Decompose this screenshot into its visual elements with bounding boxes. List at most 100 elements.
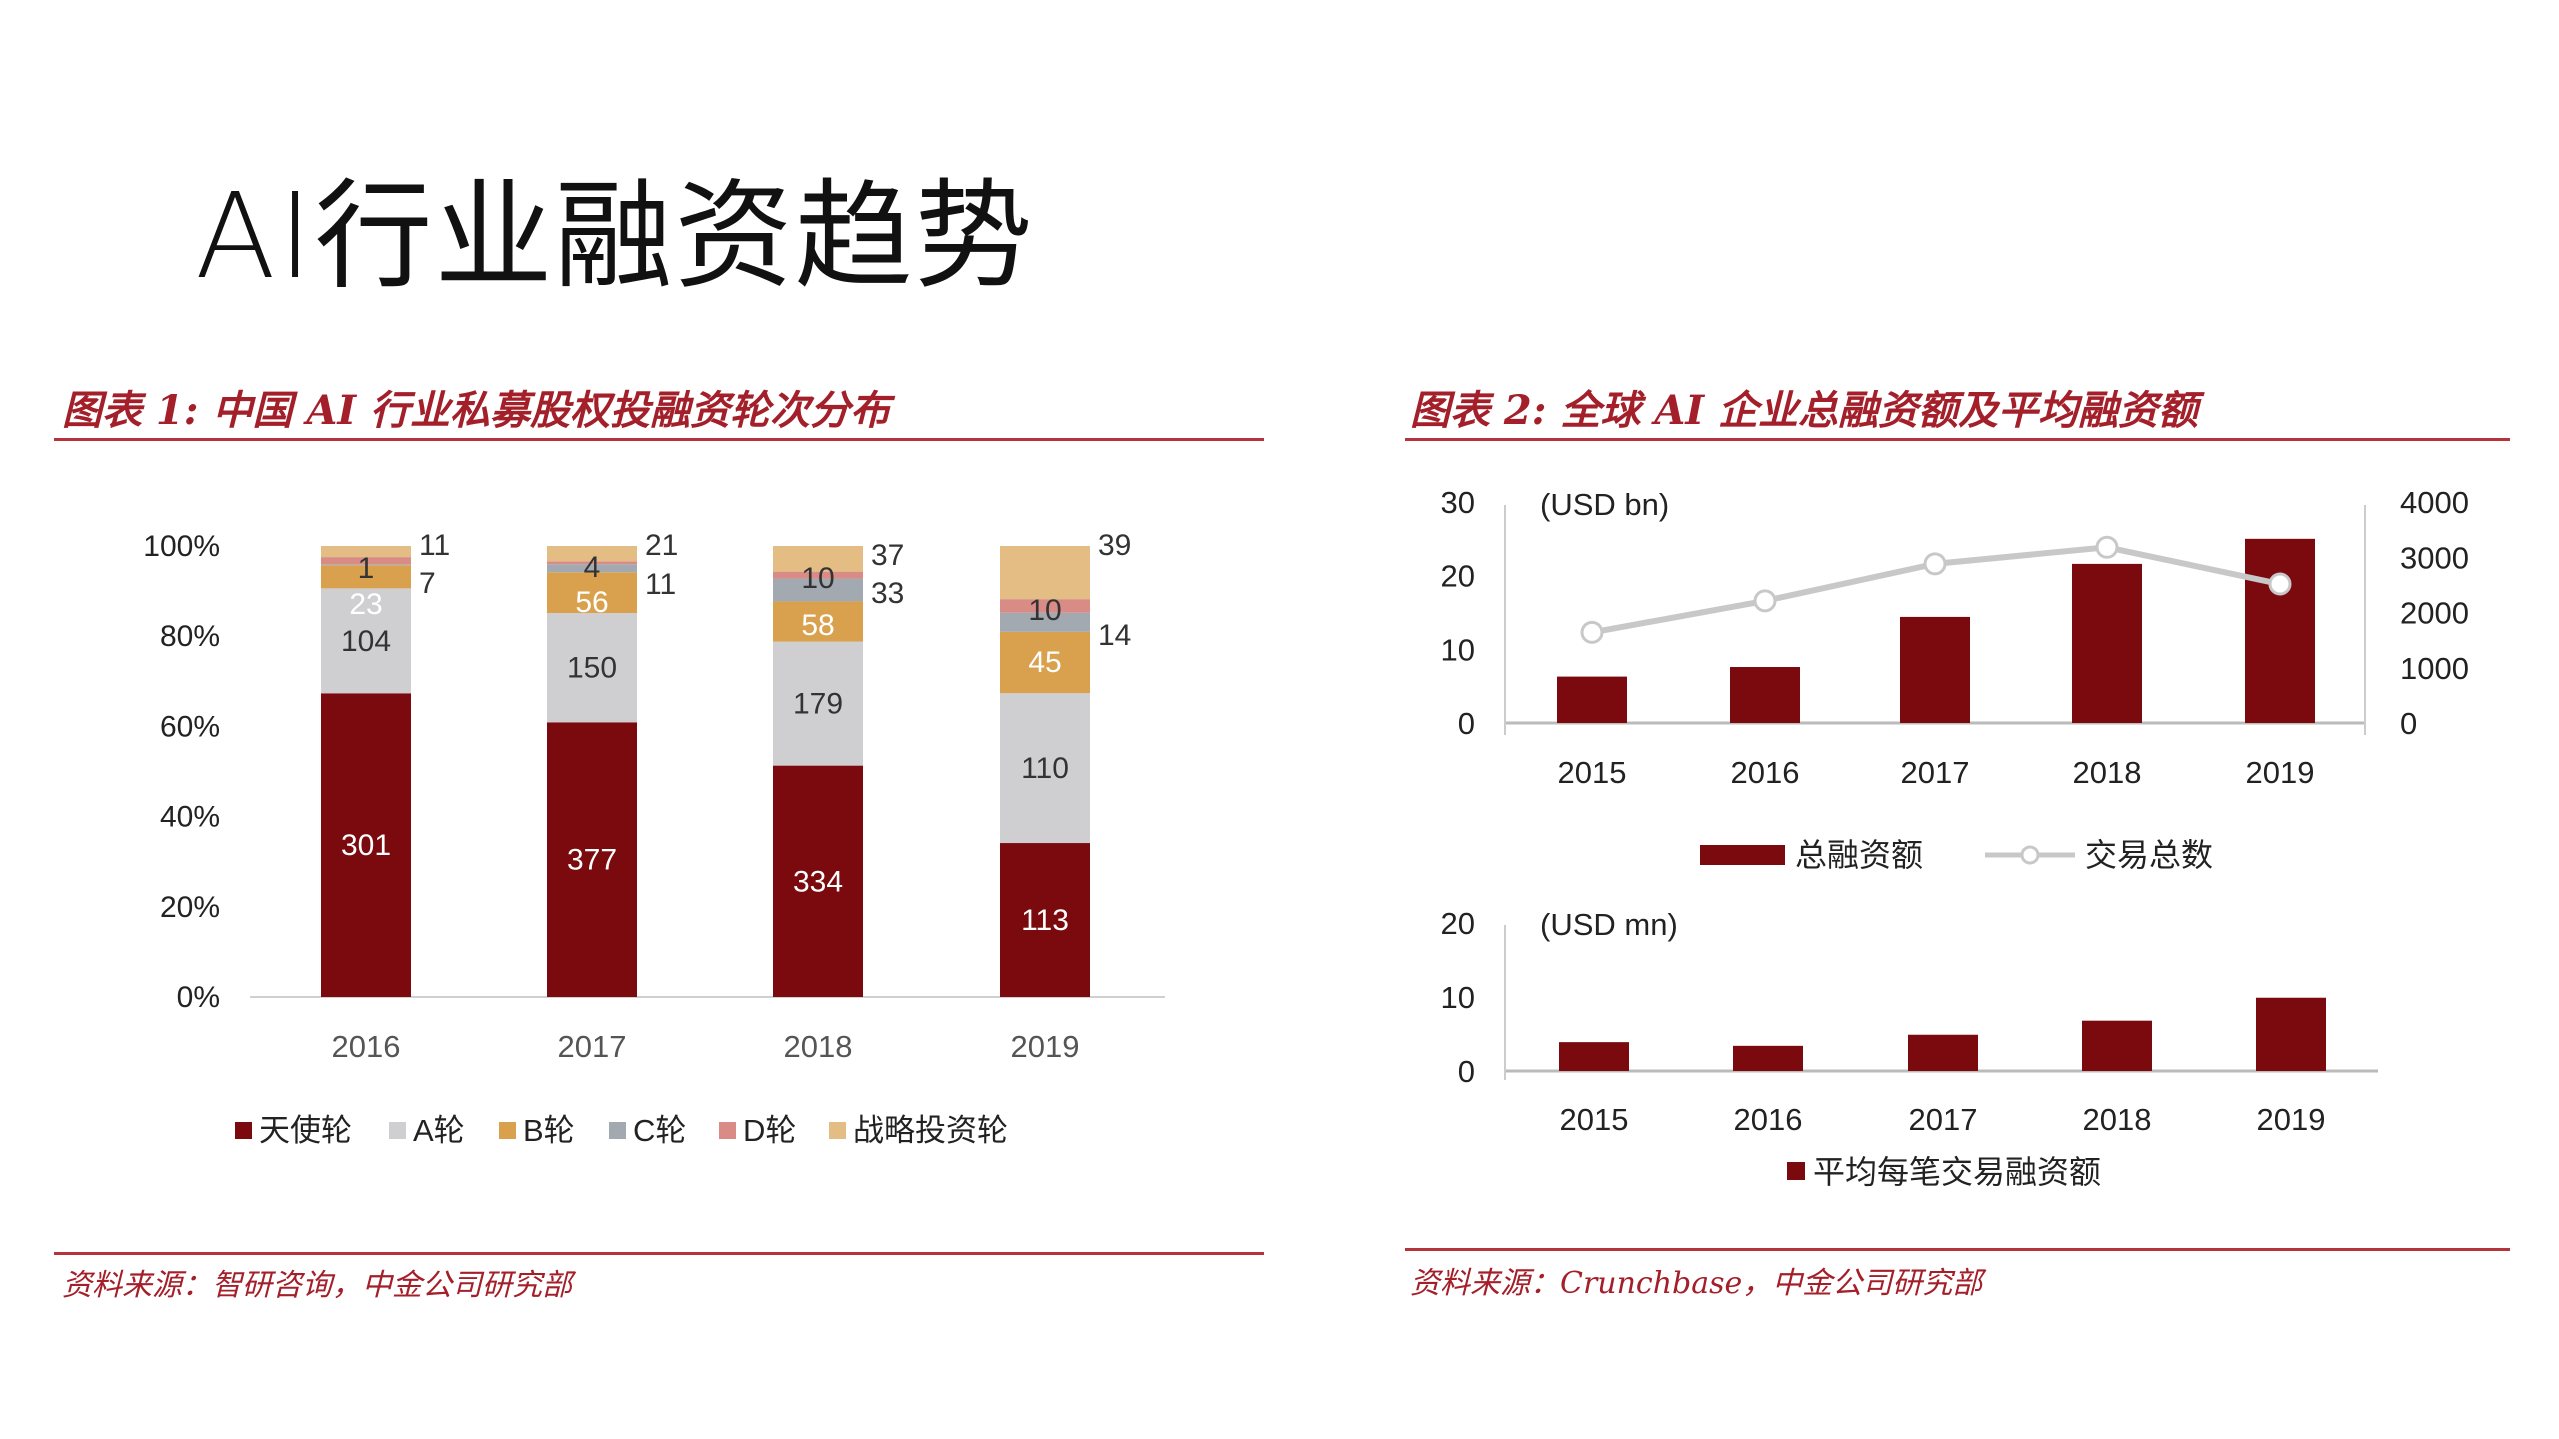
legend-marker (2020, 845, 2040, 865)
data-label: 33 (871, 577, 904, 610)
x-tick-label: 2016 (332, 1029, 401, 1064)
bar (1559, 1042, 1629, 1071)
bar (1900, 616, 1970, 723)
data-label: 334 (793, 865, 843, 898)
data-label: 58 (801, 609, 834, 642)
legend-label: 天使轮 (259, 1113, 352, 1148)
bar (1733, 1045, 1803, 1071)
legend-label: 战略投资轮 (853, 1113, 1008, 1148)
data-label: 113 (1021, 904, 1069, 937)
y-tick-label: 0 (1458, 1054, 1475, 1089)
legend-label: 总融资额 (1795, 837, 1923, 873)
line-point (1580, 620, 1604, 644)
legend-swatch (719, 1122, 736, 1139)
y-tick-label: 10 (1441, 632, 1475, 667)
legend-swatch (499, 1122, 516, 1139)
bar-segment (773, 601, 863, 642)
bar-segment (773, 546, 863, 572)
y-tick-label: 80% (160, 620, 220, 653)
y-tick-label: 10 (1441, 980, 1475, 1015)
x-tick-label: 2015 (1560, 1102, 1629, 1137)
bar-segment (773, 765, 863, 997)
bar (2072, 563, 2142, 723)
unit-label: (USD bn) (1540, 487, 1669, 522)
bar-segment (321, 546, 411, 558)
bar-segment (547, 572, 637, 614)
y-tick-label: 60% (160, 710, 220, 743)
x-tick-label: 2019 (2257, 1102, 2326, 1137)
bar-segment (773, 641, 863, 766)
legend-swatch (1700, 845, 1785, 865)
bar-segment (773, 578, 863, 602)
chart1-title: 图表 1: 中国 AI 行业私募股权投融资轮次分布 (62, 387, 891, 434)
bar-segment (321, 588, 411, 694)
x-tick-label: 2018 (2083, 1102, 2152, 1137)
legend-label: A轮 (413, 1113, 465, 1148)
bar-segment (547, 722, 637, 997)
y2-tick-label: 1000 (2400, 651, 2469, 686)
y-tick-label: 40% (160, 801, 220, 834)
data-label: 11 (419, 529, 450, 562)
x-tick-label: 2017 (1901, 755, 1970, 790)
bar-segment (547, 546, 637, 562)
data-label: 10 (801, 562, 834, 595)
legend-label: 平均每笔交易融资额 (1813, 1154, 2101, 1190)
x-tick-label: 2017 (1909, 1102, 1978, 1137)
y2-tick-label: 0 (2400, 706, 2417, 741)
legend-swatch (235, 1122, 252, 1139)
legend-label: D轮 (743, 1113, 796, 1148)
bar-segment (547, 561, 637, 565)
line-point (2095, 535, 2119, 559)
x-tick-label: 2016 (1734, 1102, 1803, 1137)
divider (1405, 1248, 2510, 1251)
data-label: 1 (358, 552, 375, 585)
data-label: 11 (645, 568, 676, 601)
bar-segment (1000, 693, 1090, 844)
data-label: 150 (567, 652, 617, 685)
bar (2256, 997, 2326, 1071)
legend-swatch (389, 1122, 406, 1139)
bar-segment (1000, 631, 1090, 694)
x-tick-label: 2015 (1558, 755, 1627, 790)
legend-label: C轮 (633, 1113, 686, 1148)
y2-tick-label: 3000 (2400, 540, 2469, 575)
x-tick-label: 2018 (784, 1029, 853, 1064)
legend-swatch (609, 1122, 626, 1139)
y2-tick-label: 2000 (2400, 596, 2469, 631)
data-label: 301 (341, 829, 391, 862)
chart2-title: 图表 2: 全球 AI 企业总融资额及平均融资额 (1410, 387, 2199, 434)
line-point (1753, 589, 1777, 613)
bar-segment (773, 571, 863, 579)
data-label: 39 (1098, 529, 1131, 562)
x-tick-label: 2016 (1731, 755, 1800, 790)
line-point (2268, 572, 2292, 596)
data-label: 23 (349, 588, 382, 621)
data-label: 179 (793, 688, 843, 721)
legend-swatch (1787, 1162, 1805, 1180)
bar-segment (1000, 546, 1090, 600)
bar-segment (547, 613, 637, 723)
y-tick-label: 20% (160, 891, 220, 924)
bar-segment (321, 557, 411, 565)
chart1-source: 资料来源：智研咨询，中金公司研究部 (62, 1268, 572, 1303)
bar (1908, 1034, 1978, 1071)
x-tick-label: 2017 (558, 1029, 627, 1064)
bar-segment (321, 564, 411, 566)
legend-label: 交易总数 (2085, 837, 2213, 873)
legend-label: B轮 (523, 1113, 575, 1148)
chart2-source: 资料来源：Crunchbase，中金公司研究部 (1410, 1266, 1983, 1301)
divider (54, 1252, 1264, 1255)
bar (2082, 1020, 2152, 1071)
bar (1730, 667, 1800, 723)
bar (1557, 676, 1627, 723)
data-label: 10 (1028, 594, 1061, 627)
line-point (1923, 552, 1947, 576)
bar-segment (547, 564, 637, 573)
page-title: AI行业融资趋势 (195, 167, 1035, 305)
y-tick-label: 20 (1441, 559, 1475, 594)
y2-tick-label: 4000 (2400, 485, 2469, 520)
divider (54, 438, 1264, 441)
data-label: 14 (1098, 619, 1131, 652)
bar-segment (321, 565, 411, 589)
